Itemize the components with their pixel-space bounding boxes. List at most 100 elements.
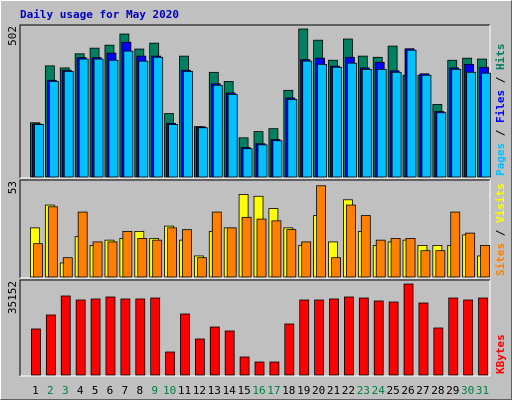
- bar: [226, 227, 237, 278]
- bar: [254, 361, 265, 376]
- bar: [391, 71, 402, 178]
- bar: [478, 297, 488, 376]
- bar: [421, 74, 432, 178]
- bar: [480, 245, 490, 278]
- bar: [358, 297, 369, 376]
- bar: [152, 239, 163, 278]
- bar: [93, 58, 104, 178]
- x-tick-label: 30: [461, 384, 474, 397]
- bar: [346, 204, 356, 278]
- bar: [105, 296, 116, 376]
- panel-frame: [20, 280, 491, 377]
- bar: [329, 298, 339, 376]
- x-tick-label: 13: [208, 384, 221, 397]
- bar: [48, 81, 59, 178]
- bar: [388, 301, 399, 376]
- x-tick-label: 10: [163, 384, 176, 397]
- bar: [62, 257, 73, 278]
- bar: [257, 144, 268, 178]
- bar: [450, 211, 461, 278]
- separator: /: [494, 123, 507, 143]
- bar: [196, 257, 207, 278]
- bar: [272, 140, 283, 178]
- bar: [269, 361, 280, 376]
- x-tick-label: 28: [431, 384, 444, 397]
- x-tick-label: 29: [446, 384, 459, 397]
- bar: [78, 58, 89, 178]
- bar: [373, 300, 384, 376]
- bar: [481, 72, 491, 178]
- bar: [466, 71, 477, 178]
- bar: [183, 71, 193, 178]
- bar: [168, 124, 178, 178]
- bar: [180, 313, 190, 376]
- bar: [122, 230, 133, 278]
- legend-entry: Visits: [494, 183, 507, 223]
- y-tick-label: 53: [6, 181, 19, 194]
- bar: [405, 237, 416, 278]
- x-tick-label: 5: [92, 384, 99, 397]
- bar: [375, 239, 386, 278]
- bar: [135, 298, 146, 376]
- x-tick-label: 12: [193, 384, 206, 397]
- legend-entry: Hits: [494, 44, 507, 71]
- bar: [403, 283, 414, 376]
- bar: [302, 60, 313, 178]
- bar: [45, 314, 56, 376]
- bar: [209, 326, 220, 376]
- bar: [376, 68, 387, 178]
- bar: [107, 241, 118, 278]
- bar: [77, 211, 88, 278]
- bar: [433, 327, 444, 376]
- bar: [360, 215, 371, 278]
- bar: [463, 299, 474, 376]
- bar: [33, 243, 43, 278]
- x-tick-label: 15: [237, 384, 250, 397]
- bar: [451, 68, 462, 178]
- bar: [34, 124, 44, 178]
- bar: [224, 330, 235, 376]
- bar: [331, 257, 341, 278]
- bar: [390, 237, 401, 278]
- x-tick-label: 6: [107, 384, 114, 397]
- legend-entry: KBytes: [494, 334, 507, 374]
- bar: [137, 237, 148, 278]
- y-tick-label: 502: [6, 26, 19, 46]
- x-tick-label: 20: [312, 384, 325, 397]
- bar: [90, 298, 101, 376]
- bar: [75, 299, 86, 376]
- x-tick-label: 18: [282, 384, 295, 397]
- x-tick-label: 8: [136, 384, 143, 397]
- legend: Sites / Visits: [494, 183, 507, 276]
- x-tick-label: 2: [47, 384, 54, 397]
- bar: [406, 49, 417, 178]
- bar: [197, 127, 208, 178]
- x-tick-label: 26: [401, 384, 414, 397]
- x-tick-label: 4: [77, 384, 84, 397]
- bar: [347, 62, 357, 178]
- bar: [167, 227, 177, 278]
- legend: Pages / Files / Hits: [494, 44, 507, 177]
- bar: [92, 241, 103, 278]
- bar: [242, 148, 253, 178]
- bar: [344, 296, 354, 376]
- bar: [436, 112, 447, 178]
- bar: [241, 216, 252, 278]
- x-tick-label: 14: [223, 384, 237, 397]
- x-tick-label: 11: [178, 384, 191, 397]
- bar: [299, 299, 310, 376]
- bar: [153, 56, 164, 178]
- panel-frame: [20, 180, 491, 279]
- legend: KBytes: [494, 334, 507, 374]
- x-tick-label: 1: [32, 384, 39, 397]
- bar: [123, 50, 134, 178]
- bar: [314, 299, 325, 376]
- bar: [448, 297, 459, 376]
- bar: [301, 241, 312, 278]
- chart-title: Daily usage for May 2020: [20, 8, 179, 21]
- bar: [194, 338, 205, 376]
- x-tick-label: 22: [342, 384, 355, 397]
- x-tick-label: 23: [357, 384, 370, 397]
